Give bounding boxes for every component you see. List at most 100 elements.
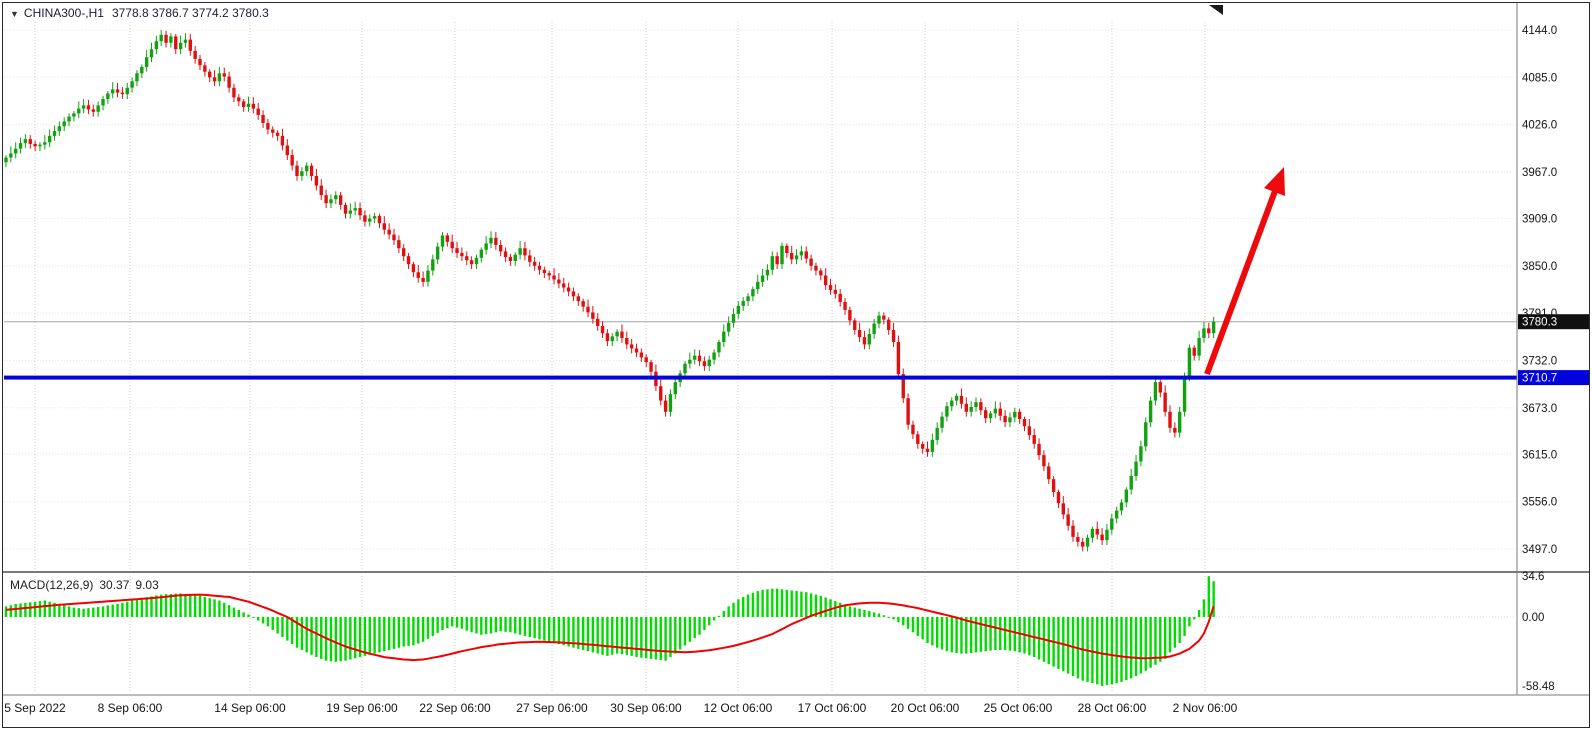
- macd-bar: [1163, 617, 1167, 659]
- macd-bar: [742, 596, 745, 617]
- candle-body: [237, 97, 241, 102]
- macd-bar: [417, 617, 420, 644]
- support-price-tag: [1518, 370, 1589, 386]
- candle-body: [1056, 492, 1061, 504]
- candle-body: [353, 208, 357, 211]
- macd-bar: [969, 617, 973, 653]
- candle-body: [629, 344, 634, 349]
- candle-body: [57, 126, 62, 132]
- candle-body: [77, 108, 81, 114]
- macd-bar: [29, 602, 32, 618]
- macd-bar: [276, 617, 279, 634]
- candle-body: [862, 337, 867, 345]
- candle-body: [1003, 415, 1007, 423]
- macd-bar: [198, 595, 202, 617]
- candle-body: [557, 279, 561, 284]
- candle-body: [455, 248, 459, 253]
- candle-body: [935, 427, 939, 440]
- candle-body: [1173, 427, 1177, 433]
- candle-body: [261, 115, 265, 123]
- macd-bar: [441, 617, 444, 630]
- candle-body: [178, 42, 183, 50]
- macd-bar: [586, 617, 590, 652]
- macd-bar: [387, 617, 391, 650]
- candle-body: [591, 312, 595, 319]
- macd-bar: [1154, 617, 1157, 665]
- macd-bar: [426, 617, 430, 639]
- candle-body: [9, 153, 13, 158]
- candle-body: [1110, 518, 1114, 530]
- candle-body: [499, 245, 503, 252]
- candle-body: [334, 195, 338, 200]
- macd-bar: [548, 617, 551, 642]
- candle-body: [484, 243, 488, 250]
- candle-body: [397, 240, 401, 249]
- macd-bar: [1130, 617, 1133, 679]
- candle-body: [916, 434, 920, 444]
- candle-body: [164, 34, 168, 43]
- trend-arrow[interactable]: [1204, 167, 1285, 376]
- candle-body: [1211, 321, 1216, 334]
- candle-body: [348, 210, 353, 214]
- candle-body: [1129, 476, 1133, 490]
- macd-bar: [839, 602, 842, 617]
- macd-bar: [693, 617, 696, 639]
- macd-bar: [688, 617, 692, 642]
- candle-body: [528, 255, 532, 262]
- macd-bar: [92, 607, 95, 617]
- candle-body: [431, 259, 435, 271]
- candle-body: [372, 216, 377, 219]
- macd-bar: [1144, 617, 1147, 671]
- candle-body: [688, 359, 692, 364]
- macd-bar: [916, 617, 919, 636]
- macd-bar: [756, 591, 759, 617]
- macd-bar: [999, 617, 1002, 650]
- macd-bar: [649, 617, 653, 659]
- support-line[interactable]: [4, 375, 1517, 380]
- macd-bar: [877, 613, 881, 617]
- macd-bar: [257, 617, 260, 621]
- candle-body: [542, 269, 547, 273]
- candle-body: [392, 234, 396, 241]
- trend-arrow-shaft[interactable]: [1204, 189, 1278, 376]
- chart-shift-marker-icon: [1209, 5, 1223, 15]
- candle-body: [426, 270, 430, 282]
- time-axis-label: 27 Sep 06:00: [516, 701, 588, 715]
- macd-bar: [1139, 617, 1143, 674]
- candle-body: [1158, 382, 1162, 393]
- candle-body: [1051, 479, 1056, 492]
- candle-body: [183, 39, 188, 43]
- candle-body: [1114, 510, 1119, 519]
- candle-body: [188, 39, 192, 51]
- one-click-trading-toggle-icon[interactable]: ▼: [10, 9, 19, 19]
- time-axis-label: 30 Sep 06:00: [610, 701, 682, 715]
- macd-bar: [499, 617, 502, 632]
- candle-body: [586, 306, 590, 313]
- candle-body: [382, 223, 386, 230]
- candle-body: [707, 359, 711, 367]
- candle-body: [920, 443, 925, 449]
- macd-bar: [717, 615, 721, 617]
- macd-bar: [101, 606, 105, 617]
- candle-body: [731, 314, 736, 323]
- candle-body: [891, 330, 896, 342]
- macd-bar: [1168, 617, 1172, 653]
- price-axis-label: 3556.0: [1522, 497, 1557, 509]
- macd-bar: [334, 617, 337, 662]
- macd-bar: [606, 617, 609, 656]
- macd-bar: [1120, 617, 1123, 682]
- price-axis-label: 3850.0: [1522, 261, 1557, 273]
- candle-body: [198, 58, 202, 66]
- macd-bar: [421, 617, 425, 642]
- macd-bar: [160, 594, 163, 617]
- candle-body: [518, 248, 522, 255]
- macd-bar: [785, 589, 789, 617]
- trend-arrow-head[interactable]: [1264, 167, 1285, 196]
- macd-bar: [761, 589, 764, 617]
- macd-bar: [853, 607, 856, 617]
- macd-bar: [727, 606, 730, 617]
- macd-bar: [227, 605, 231, 617]
- candle-body: [906, 398, 910, 425]
- time-axis-label: 22 Sep 06:00: [419, 701, 491, 715]
